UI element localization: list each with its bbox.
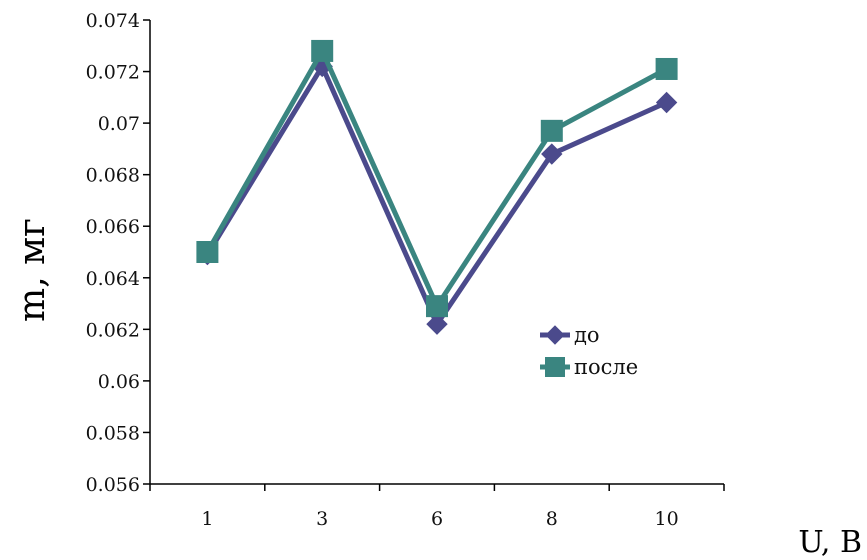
data-point	[655, 57, 678, 80]
y-tick-label: 0.056	[86, 474, 140, 496]
series-group	[196, 39, 678, 335]
x-tick-label: 1	[201, 508, 213, 530]
y-tick-label: 0.074	[86, 10, 140, 32]
axes	[149, 20, 724, 485]
x-tick-label: 10	[655, 508, 679, 530]
data-point	[311, 39, 334, 62]
y-tick-label: 0.06	[98, 371, 140, 393]
x-axis-title: U, В	[798, 525, 862, 560]
x-axis-ticks: 1 3 6 8 10	[149, 484, 725, 530]
legend-marker	[545, 325, 565, 345]
y-tick-label: 0.064	[86, 268, 140, 290]
data-point	[541, 143, 563, 165]
y-tick-label: 0.066	[86, 216, 140, 238]
y-axis-title: m, мг	[12, 218, 53, 322]
data-point	[426, 295, 448, 318]
series-1	[196, 55, 678, 335]
legend-label: до	[574, 323, 600, 347]
y-tick-label: 0.058	[86, 422, 140, 444]
data-point	[655, 91, 678, 114]
data-point	[196, 241, 219, 263]
legend-marker	[545, 357, 565, 377]
x-tick-label: 8	[546, 508, 558, 530]
y-tick-label: 0.062	[86, 319, 140, 341]
y-tick-label: 0.072	[86, 62, 140, 84]
y-axis-ticks: 0.056 0.058 0.06 0.062 0.064 0.066 0.068 0.07 0.…	[86, 10, 150, 496]
series-line	[205, 48, 668, 309]
legend: до после	[540, 323, 638, 379]
legend-label: после	[574, 355, 638, 379]
x-tick-label: 6	[431, 508, 443, 530]
series-2	[196, 39, 678, 318]
x-tick-label: 3	[316, 508, 328, 530]
data-point	[426, 313, 448, 335]
data-point	[540, 119, 563, 142]
y-tick-label: 0.07	[98, 113, 140, 135]
y-tick-label: 0.068	[86, 165, 140, 187]
